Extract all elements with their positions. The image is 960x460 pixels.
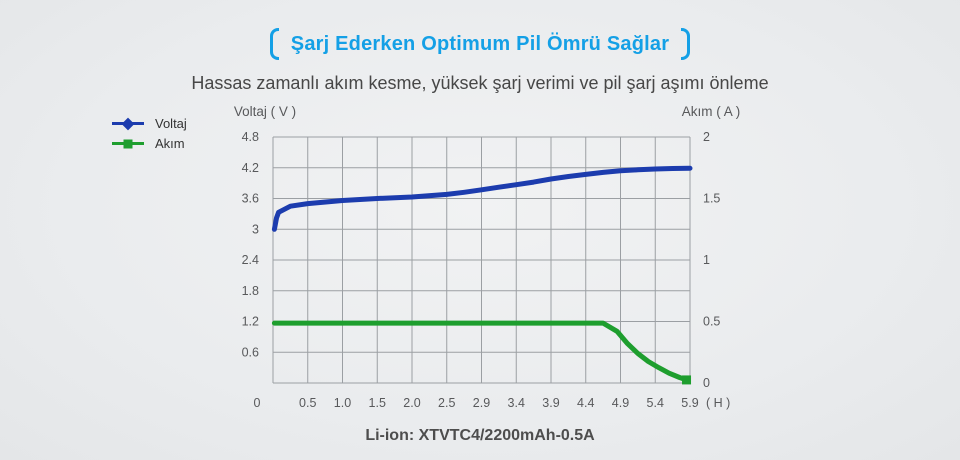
x-tick-label: 2.0 [403,396,420,410]
title-bracket-right-icon [681,28,691,60]
square-marker-icon [123,139,133,148]
y-left-tick-label: 2.4 [242,253,259,267]
y-right-axis-title: Akım ( A ) [682,104,741,119]
x-tick-label: 2.5 [438,396,455,410]
x-tick-label: 1.0 [334,396,351,410]
page-subtitle: Hassas zamanlı akım kesme, yüksek şarj v… [191,73,769,93]
x-axis-unit-label: ( H ) [706,396,730,410]
y-right-tick-label: 1.5 [703,192,720,206]
chart-legend: Voltaj Akım [112,116,187,151]
page-title: Şarj Ederken Optimum Pil Ömrü Sağlar [290,32,670,55]
legend-item-voltaj: Voltaj [112,116,187,131]
legend-item-akim: Akım [112,136,187,151]
x-tick-label: 2.9 [473,396,490,410]
voltaj-line-swatch [112,117,144,130]
y-right-tick-label: 0.5 [703,315,720,329]
y-left-tick-label: 1.2 [242,315,259,329]
y-right-tick-label: 0 [703,376,710,390]
x-tick-label: 0 [254,396,261,410]
x-tick-label: 5.9 [681,396,698,410]
y-left-tick-label: 3.6 [242,192,259,206]
akim-line-swatch [112,139,144,148]
y-left-tick-label: 4.8 [242,130,259,144]
x-tick-label: 0.5 [299,396,316,410]
y-right-tick-label: 2 [703,130,710,144]
x-tick-label: 4.4 [577,396,594,410]
x-tick-label: 3.4 [508,396,525,410]
page-header: Şarj Ederken Optimum Pil Ömrü Sağlar [0,28,960,60]
x-tick-label: 3.9 [542,396,559,410]
series-line-voltaj [271,165,693,232]
legend-label-voltaj: Voltaj [155,116,187,131]
y-left-tick-label: 1.8 [242,284,259,298]
x-tick-label: 4.9 [612,396,629,410]
title-bracket-left-icon [269,28,279,60]
y-left-tick-label: 0.6 [242,345,259,359]
battery-spec-caption: Li-ion: XTVTC4/2200mAh-0.5A [365,427,595,444]
x-tick-label: 5.4 [647,396,664,410]
y-right-tick-label: 1 [703,253,710,267]
y-left-tick-label: 3 [252,222,259,236]
series-line-akm [271,320,689,383]
y-left-axis-title: Voltaj ( V ) [234,104,296,119]
y-left-tick-label: 4.2 [242,161,259,175]
series-end-square-marker [682,375,692,385]
legend-label-akim: Akım [155,136,185,151]
x-tick-label: 1.5 [369,396,386,410]
